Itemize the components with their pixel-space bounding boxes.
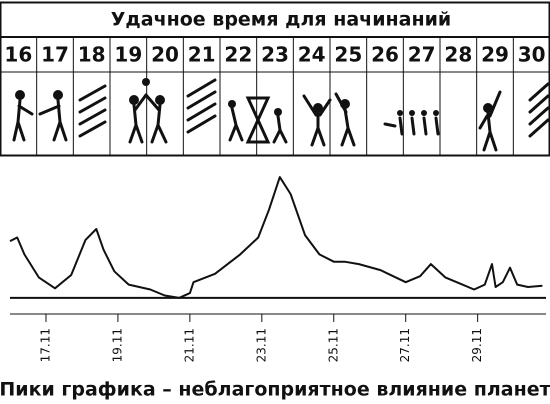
- icon: [38, 98, 68, 142]
- day-number: 19: [114, 43, 142, 67]
- x-tick-label: 17.11: [38, 328, 52, 362]
- x-tick-label: 23.11: [254, 328, 268, 362]
- icon: [142, 78, 150, 86]
- x-tick-label: 21.11: [182, 328, 196, 362]
- day-number: 22: [224, 43, 252, 67]
- icon: [383, 116, 440, 136]
- day-row: 16 17 18 19 20 21 22 23 24 25 26 27 28 29 30: [4, 37, 546, 155]
- title: Удачное время для начинаний: [111, 9, 451, 31]
- day-number: 23: [261, 43, 289, 67]
- icon: [228, 106, 244, 142]
- icon: [228, 100, 236, 108]
- icon: [397, 110, 403, 116]
- caption: Пики графика – неблагоприятное влияние п…: [0, 379, 550, 401]
- day-number: 16: [4, 43, 32, 67]
- day-number: 18: [78, 43, 106, 67]
- icon: [129, 95, 139, 105]
- day-number: 30: [518, 43, 546, 67]
- day-number: 28: [444, 43, 472, 67]
- icon: [53, 90, 63, 100]
- day-number: 25: [334, 43, 362, 67]
- day-number: 26: [371, 43, 399, 67]
- icons: [12, 78, 550, 152]
- icon: [128, 93, 148, 144]
- icon: [15, 90, 25, 100]
- x-tick-label: 19.11: [110, 328, 124, 362]
- icon: [155, 95, 165, 105]
- day-number: 17: [41, 43, 69, 67]
- day-number: 27: [408, 43, 436, 67]
- x-tick-label: 25.11: [326, 328, 340, 362]
- icon: [186, 78, 217, 134]
- day-number: 20: [151, 43, 179, 67]
- icon: [421, 110, 427, 116]
- day-number: 21: [188, 43, 216, 67]
- icon: [433, 110, 439, 116]
- icon: [313, 103, 323, 113]
- day-number: 29: [481, 43, 509, 67]
- icon: [78, 84, 107, 138]
- icon: [409, 110, 415, 116]
- icon: [302, 94, 332, 147]
- icon: [528, 82, 550, 138]
- icon: [245, 96, 271, 144]
- icon: [334, 92, 356, 147]
- icon: [274, 108, 282, 116]
- chart: 17.11 19.11 21.11 23.11 25.11 27.11 29.11: [9, 176, 546, 362]
- icon: [483, 103, 493, 113]
- day-number: 24: [298, 43, 326, 67]
- icon: [12, 98, 34, 142]
- x-tick-label: 27.11: [398, 328, 412, 362]
- icon: [478, 90, 502, 152]
- icon: [144, 93, 168, 144]
- icon: [272, 114, 288, 144]
- line-series: [9, 176, 543, 299]
- x-tick-label: 29.11: [470, 328, 484, 362]
